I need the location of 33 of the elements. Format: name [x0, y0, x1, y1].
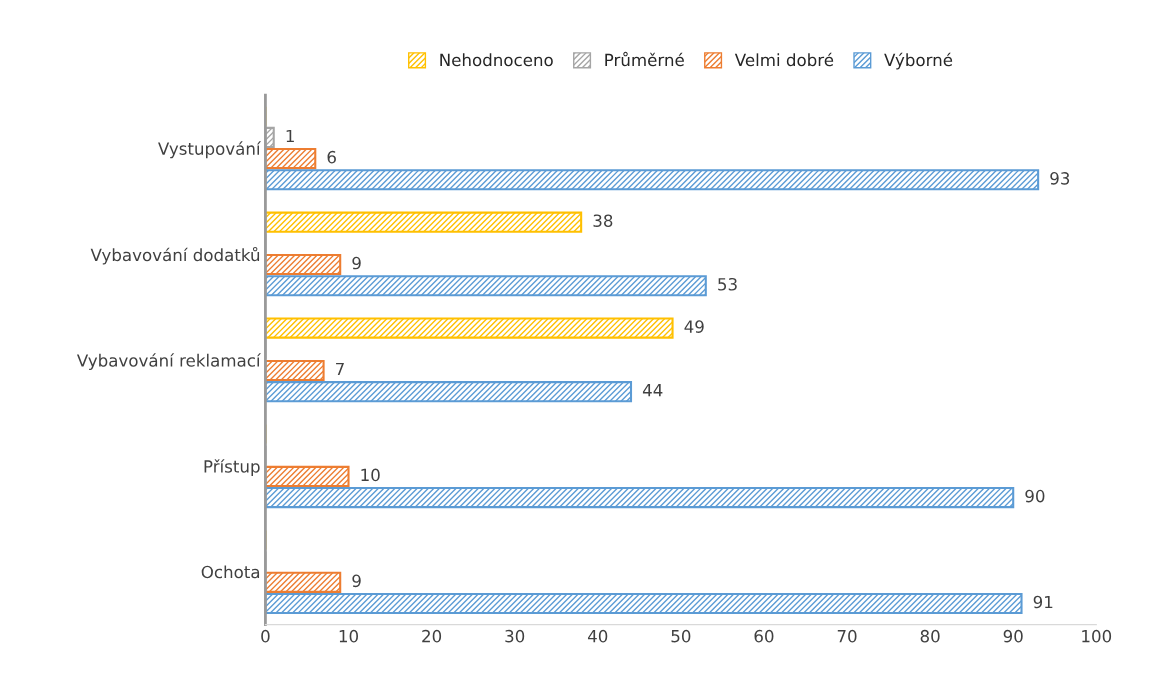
data-label: 53 [718, 277, 737, 291]
x-tick-label: 90 [1003, 629, 1023, 643]
legend-label: Průměrné [605, 51, 684, 67]
data-label: 6 [327, 150, 336, 164]
x-tick-label: 80 [920, 629, 940, 643]
x-tick-label: 10 [339, 629, 359, 643]
data-label: 9 [352, 256, 361, 270]
data-label: 90 [1025, 489, 1045, 503]
data-label: 93 [1050, 172, 1070, 185]
y-tick-label: Vybavování reklamací [76, 353, 261, 370]
data-label: 1 [286, 129, 294, 143]
data-label: 9 [352, 574, 361, 588]
legend-label: Velmi dobré [734, 52, 834, 67]
x-tick-label: 100 [1082, 629, 1112, 643]
legend-label: Výborné [884, 52, 953, 70]
data-label: 10 [361, 468, 380, 482]
data-label: 91 [1033, 595, 1053, 609]
x-tick-label: 70 [837, 629, 857, 643]
y-tick-label: Vybavování dodatků [90, 246, 260, 265]
y-tick-label: Ochota [201, 565, 260, 579]
x-tick-label: 0 [261, 629, 270, 643]
y-tick-label: Vystupování [158, 141, 261, 159]
data-label: 38 [593, 214, 613, 227]
data-label: 49 [684, 320, 704, 333]
y-tick-label: Přístup [204, 459, 260, 476]
x-tick-label: 20 [422, 629, 442, 643]
x-tick-label: 40 [587, 629, 608, 643]
x-tick-label: 60 [754, 629, 774, 643]
x-tick-label: 30 [505, 629, 525, 643]
data-label: 44 [642, 384, 663, 397]
data-label: 7 [336, 362, 344, 376]
legend-label: Nehodnoceno [440, 53, 553, 67]
x-tick-label: 50 [671, 629, 691, 643]
